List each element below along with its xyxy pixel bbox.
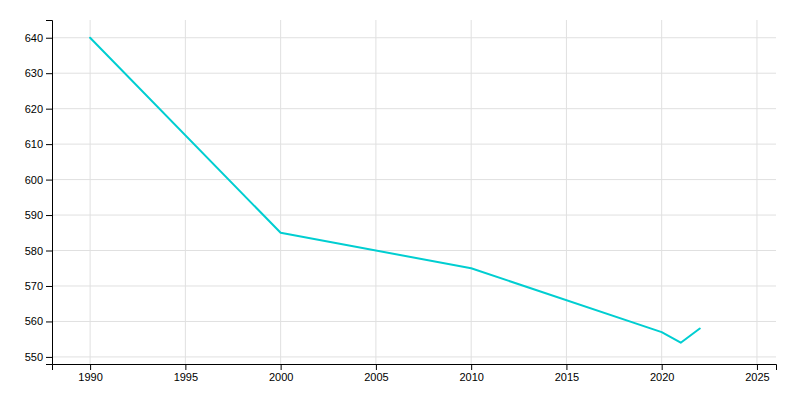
- y-tick-mark: [46, 357, 52, 358]
- y-tick: 560: [25, 315, 52, 327]
- y-tick-mark: [46, 144, 52, 145]
- y-tick: 640: [25, 32, 52, 44]
- x-tick-mark: [471, 364, 472, 370]
- x-tick-label: 2010: [459, 371, 483, 383]
- x-tick-label: 2025: [745, 371, 769, 383]
- y-axis: 550 560 570 580 590 600 610 620 630 640: [25, 21, 53, 365]
- x-tick: 2000: [269, 364, 293, 383]
- x-tick: 1990: [78, 364, 102, 383]
- x-axis: 1990 1995 2000 2005 2010 2015 2020 2025: [53, 364, 777, 383]
- x-tick: 2025: [745, 364, 769, 383]
- grid-line-y: [52, 250, 776, 251]
- grid-line-y: [52, 321, 776, 322]
- grid-line-x: [566, 20, 567, 364]
- grid: [52, 20, 776, 364]
- y-tick: 550: [25, 351, 52, 363]
- y-tick-label: 620: [25, 103, 43, 115]
- x-tick-mark: [90, 364, 91, 370]
- grid-line-y: [52, 285, 776, 286]
- y-tick: 620: [25, 103, 52, 115]
- x-tick-label: 1995: [174, 371, 198, 383]
- grid-line-y: [52, 356, 776, 357]
- marks: [90, 38, 700, 343]
- y-tick-mark: [46, 251, 52, 252]
- grid-line-x: [661, 20, 662, 364]
- chart-container: 1990 1995 2000 2005 2010 2015 2020 2025 550 560 57…: [0, 0, 800, 400]
- grid-line-y: [52, 215, 776, 216]
- y-tick-mark: [46, 286, 52, 287]
- y-axis-line: [46, 21, 53, 365]
- grid-line-y: [52, 37, 776, 38]
- x-axis-line: [53, 365, 777, 371]
- y-tick-label: 600: [25, 174, 43, 186]
- y-tick: 580: [25, 245, 52, 257]
- grid-line-y: [52, 179, 776, 180]
- y-tick: 590: [25, 209, 52, 221]
- plot-area: 1990 1995 2000 2005 2010 2015 2020 2025 550 560 57…: [25, 20, 777, 383]
- chart-svg: 1990 1995 2000 2005 2010 2015 2020 2025 550 560 57…: [0, 0, 800, 400]
- x-tick-mark: [185, 364, 186, 370]
- y-tick-mark: [46, 215, 52, 216]
- y-tick-mark: [46, 180, 52, 181]
- y-tick-mark: [46, 109, 52, 110]
- x-tick-mark: [662, 364, 663, 370]
- y-tick-mark: [46, 73, 52, 74]
- x-tick-label: 1990: [78, 371, 102, 383]
- y-tick-mark: [46, 38, 52, 39]
- y-tick-label: 550: [25, 351, 43, 363]
- y-tick: 570: [25, 280, 52, 292]
- y-tick-label: 610: [25, 138, 43, 150]
- grid-line-y: [52, 73, 776, 74]
- x-tick-label: 2020: [650, 371, 674, 383]
- y-tick-label: 630: [25, 67, 43, 79]
- y-tick: 600: [25, 174, 52, 186]
- grid-line-x: [90, 20, 91, 364]
- x-tick-mark: [566, 364, 567, 370]
- grid-line-x: [280, 20, 281, 364]
- grid-line-x: [756, 20, 757, 364]
- x-tick-label: 2005: [364, 371, 388, 383]
- x-tick: 2005: [364, 364, 388, 383]
- grid-line-y: [52, 144, 776, 145]
- x-tick-label: 2015: [555, 371, 579, 383]
- grid-line-x: [185, 20, 186, 364]
- x-tick: 1995: [174, 364, 198, 383]
- y-tick-mark: [46, 321, 52, 322]
- x-tick-label: 2000: [269, 371, 293, 383]
- grid-line-x: [375, 20, 376, 364]
- x-tick-mark: [281, 364, 282, 370]
- line: [90, 38, 700, 343]
- x-tick: 2010: [459, 364, 483, 383]
- x-tick-mark: [376, 364, 377, 370]
- x-tick: 2020: [650, 364, 674, 383]
- x-tick-mark: [757, 364, 758, 370]
- y-tick-label: 560: [25, 315, 43, 327]
- y-tick: 610: [25, 138, 52, 150]
- y-tick-label: 590: [25, 209, 43, 221]
- x-tick: 2015: [555, 364, 579, 383]
- y-tick-label: 640: [25, 32, 43, 44]
- grid-line-x: [471, 20, 472, 364]
- y-tick-label: 570: [25, 280, 43, 292]
- y-tick-label: 580: [25, 245, 43, 257]
- y-tick: 630: [25, 67, 52, 79]
